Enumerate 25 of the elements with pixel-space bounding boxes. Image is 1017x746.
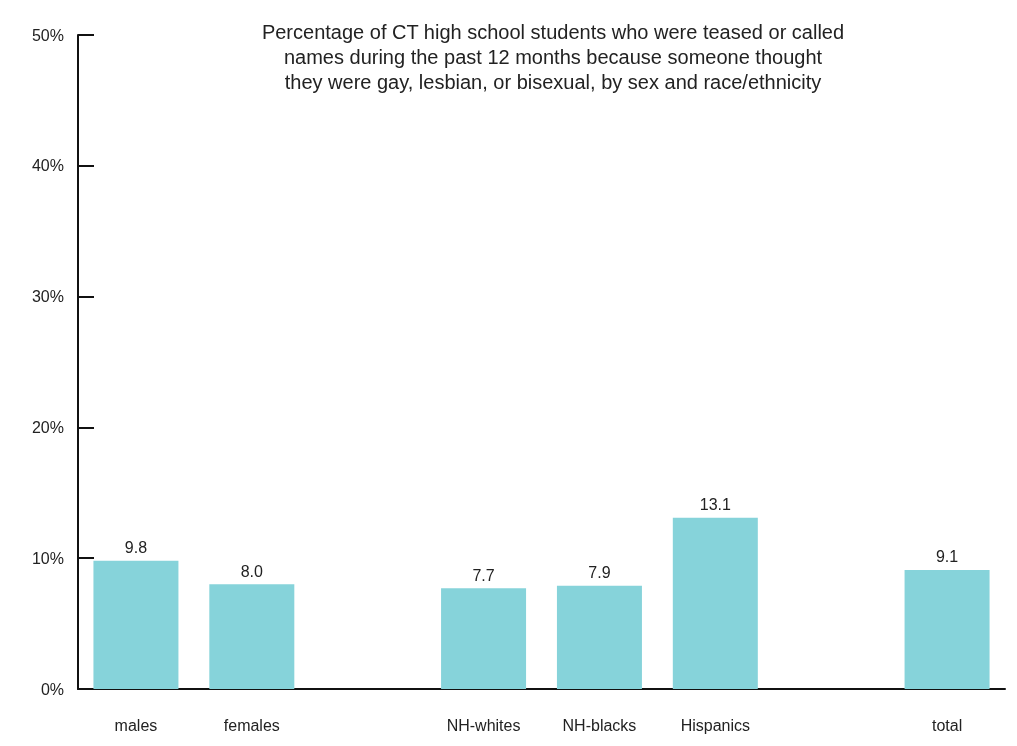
data-label: 9.8 — [124, 539, 148, 557]
bar — [93, 560, 179, 689]
y-tick-label: 40% — [31, 157, 64, 175]
y-tick-label: 20% — [31, 418, 64, 436]
x-tick-label: NH-blacks — [562, 716, 637, 734]
data-label: 8.0 — [240, 562, 264, 580]
bar — [441, 588, 527, 689]
y-tick-label: 50% — [31, 26, 64, 44]
y-tick-label: 10% — [31, 549, 64, 567]
x-tick-label: Hispanics — [680, 716, 750, 734]
data-label: 9.1 — [935, 548, 959, 566]
y-tick-label: 0% — [40, 680, 64, 698]
data-label: 7.7 — [472, 566, 495, 584]
x-tick-label: NH-whites — [446, 716, 521, 734]
x-tick-label: total — [931, 716, 963, 734]
bar — [672, 517, 758, 689]
x-tick-label: males — [114, 716, 158, 734]
x-tick-label: females — [223, 716, 280, 734]
data-label: 7.9 — [588, 564, 611, 582]
y-tick-label: 30% — [31, 288, 64, 306]
text: Percentage of CT high school students who were teased or called names during the past 12 months because someone thought they were gay, lesbian, or bisexual, by sex and race/ethnicity — [261, 20, 845, 93]
data-label: 13.1 — [699, 496, 731, 514]
bar — [904, 569, 990, 689]
bar — [209, 584, 295, 689]
bar — [556, 585, 642, 689]
